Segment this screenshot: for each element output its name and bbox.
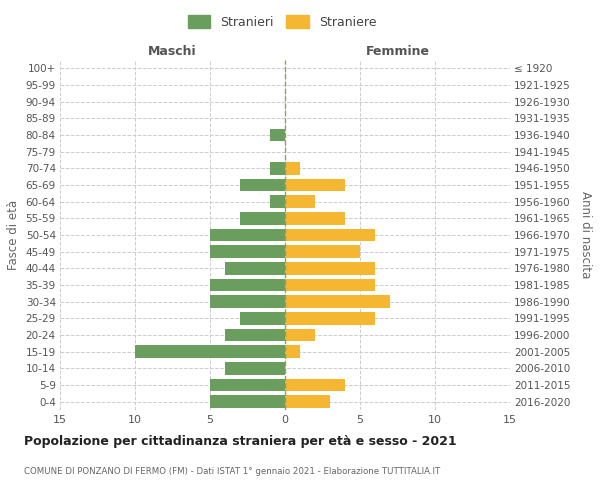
Bar: [240, 312, 285, 324]
Bar: [285, 246, 360, 258]
Bar: [240, 212, 285, 224]
Bar: [285, 379, 345, 391]
Bar: [240, 179, 285, 192]
Bar: [285, 179, 345, 192]
Bar: [285, 312, 375, 324]
Bar: [210, 279, 285, 291]
Legend: Stranieri, Straniere: Stranieri, Straniere: [184, 11, 380, 32]
Bar: [135, 346, 285, 358]
Y-axis label: Anni di nascita: Anni di nascita: [579, 192, 592, 278]
Y-axis label: Fasce di età: Fasce di età: [7, 200, 20, 270]
Text: Femmine: Femmine: [365, 44, 430, 58]
Text: Popolazione per cittadinanza straniera per età e sesso - 2021: Popolazione per cittadinanza straniera p…: [24, 435, 457, 448]
Bar: [225, 329, 285, 341]
Bar: [270, 162, 285, 174]
Bar: [210, 296, 285, 308]
Bar: [285, 279, 375, 291]
Bar: [285, 329, 315, 341]
Bar: [285, 262, 375, 274]
Bar: [225, 362, 285, 374]
Bar: [210, 379, 285, 391]
Bar: [285, 296, 390, 308]
Text: Maschi: Maschi: [148, 44, 197, 58]
Bar: [285, 196, 315, 208]
Bar: [285, 212, 345, 224]
Bar: [285, 346, 300, 358]
Bar: [270, 196, 285, 208]
Text: COMUNE DI PONZANO DI FERMO (FM) - Dati ISTAT 1° gennaio 2021 - Elaborazione TUTT: COMUNE DI PONZANO DI FERMO (FM) - Dati I…: [24, 468, 440, 476]
Bar: [285, 396, 330, 408]
Bar: [270, 129, 285, 141]
Bar: [285, 229, 375, 241]
Bar: [285, 162, 300, 174]
Bar: [225, 262, 285, 274]
Bar: [210, 246, 285, 258]
Bar: [210, 396, 285, 408]
Bar: [210, 229, 285, 241]
